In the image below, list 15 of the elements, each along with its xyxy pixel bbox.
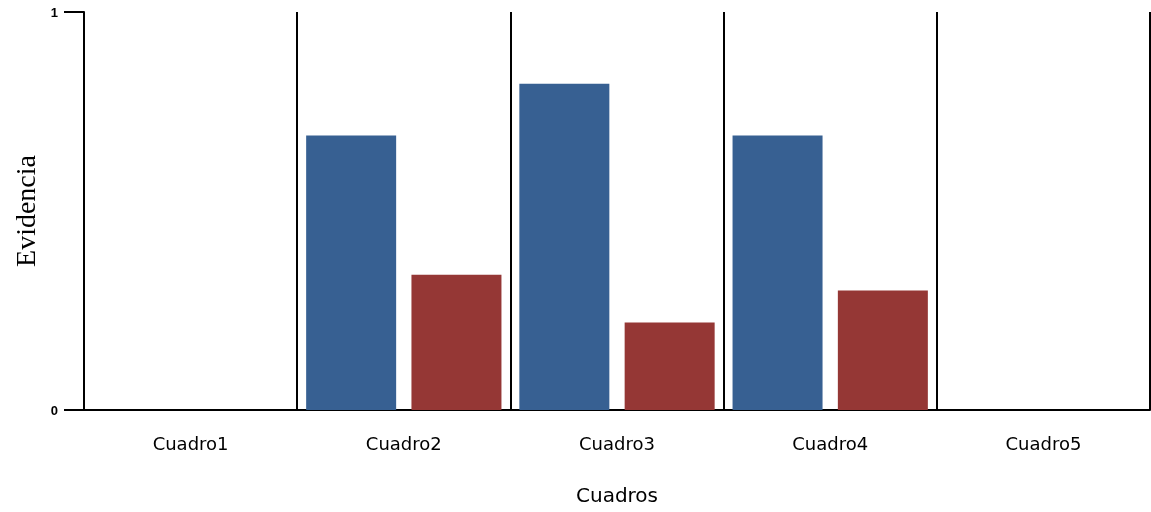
x-tick-label: Cuadro2 [365, 432, 442, 454]
bar [837, 290, 928, 410]
x-tick-label: Cuadro4 [792, 432, 869, 454]
y-tick-label: 1 [50, 4, 58, 20]
x-tick-label: Cuadro3 [579, 432, 655, 454]
y-axis-title: Evidencia [10, 154, 42, 267]
bar [519, 83, 610, 410]
x-axis-title: Cuadros [575, 483, 659, 507]
bar [624, 322, 715, 410]
y-tick-label: 0 [50, 402, 58, 418]
x-tick-label: Cuadro5 [1005, 432, 1082, 454]
bar [732, 135, 823, 410]
bar [411, 274, 502, 410]
bar [306, 135, 397, 410]
x-tick-label: Cuadro1 [152, 432, 229, 454]
